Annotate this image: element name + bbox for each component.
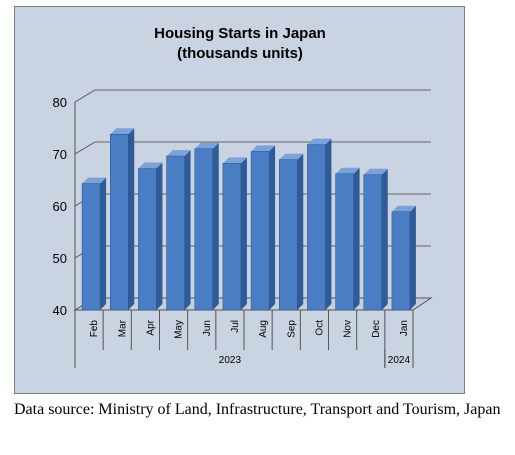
bar-dec: [363, 168, 388, 311]
bar-front: [363, 174, 382, 311]
y-tick-label: 70: [53, 147, 67, 162]
year-group-label: 2023: [219, 355, 242, 366]
bar-jul: [222, 157, 247, 311]
bar-side: [156, 162, 163, 310]
chart-title: Housing Starts in Japan: [154, 25, 326, 42]
bar-side: [381, 168, 388, 310]
gridline-slant: [74, 89, 96, 103]
bar-side: [128, 128, 135, 310]
bar-aug: [250, 145, 276, 311]
x-tick-label: Mar: [117, 319, 128, 337]
bar-top: [363, 168, 388, 175]
data-source-note: Data source: Ministry of Land, Infrastru…: [14, 401, 501, 418]
y-tick-label: 50: [53, 251, 67, 266]
bar-front: [166, 155, 185, 311]
bar-feb: [81, 177, 107, 311]
bar-side: [269, 145, 276, 310]
bar-side: [409, 205, 416, 310]
x-tick-label: Jun: [202, 320, 213, 336]
bar-jun: [194, 142, 219, 311]
bar-top: [251, 145, 276, 152]
bar-apr: [138, 162, 163, 311]
bar-side: [353, 167, 360, 310]
bar-top: [166, 150, 191, 157]
bar-chart: Housing Starts in Japan (thousands units…: [53, 25, 433, 368]
bar-side: [240, 157, 247, 310]
bar-top: [194, 142, 219, 149]
x-tick-label: Dec: [371, 320, 382, 338]
bar-side: [184, 150, 191, 310]
bar-front: [194, 148, 213, 311]
bar-front: [81, 183, 101, 311]
x-tick-label: Apr: [145, 319, 156, 335]
y-tick-label: 80: [53, 95, 67, 110]
bar-side: [100, 177, 107, 310]
bar-front: [279, 159, 298, 311]
x-tick-label: May: [174, 320, 185, 339]
bar-top: [391, 205, 416, 212]
bar-front: [250, 151, 270, 311]
bar-sep: [279, 153, 304, 311]
bar-top: [335, 167, 360, 174]
chart-subtitle: (thousands units): [177, 45, 303, 62]
x-tick-label: Jul: [230, 320, 241, 333]
bar-nov: [335, 167, 360, 311]
bars: [81, 128, 416, 311]
y-tick-label: 60: [53, 199, 67, 214]
bar-side: [325, 138, 332, 310]
x-tick-label: Sep: [286, 320, 297, 338]
gridline-slant: [74, 141, 96, 155]
x-tick-label: Nov: [343, 320, 354, 338]
bar-front: [335, 173, 354, 311]
year-group-label: 2024: [388, 355, 411, 366]
bar-top: [307, 138, 332, 145]
bar-front: [138, 168, 157, 311]
x-tick-label: Aug: [258, 320, 269, 338]
bar-top: [279, 153, 304, 160]
bar-side: [297, 153, 304, 310]
bar-mar: [110, 128, 135, 311]
bar-top: [222, 157, 247, 164]
bar-top: [138, 162, 163, 169]
x-tick-label: Oct: [314, 320, 325, 336]
axis-labels: 40 50 60 70 80 Feb Mar Apr May Jun Jul Aug Sep Oct Nov…: [53, 95, 411, 366]
bar-front: [307, 144, 326, 311]
bar-front: [110, 133, 129, 311]
bar-side: [212, 142, 219, 310]
bar-top: [110, 128, 135, 135]
bar-may: [166, 150, 191, 311]
y-tick-label: 40: [53, 303, 67, 318]
x-tick-label: Jan: [399, 320, 410, 336]
x-tick-label: Feb: [89, 320, 100, 338]
bar-front: [391, 211, 411, 311]
bar-top: [82, 177, 107, 184]
chart-area: Housing Starts in Japan (thousands units…: [14, 6, 465, 394]
bar-front: [222, 163, 242, 311]
bar-jan: [391, 205, 416, 311]
bar-oct: [307, 138, 332, 311]
